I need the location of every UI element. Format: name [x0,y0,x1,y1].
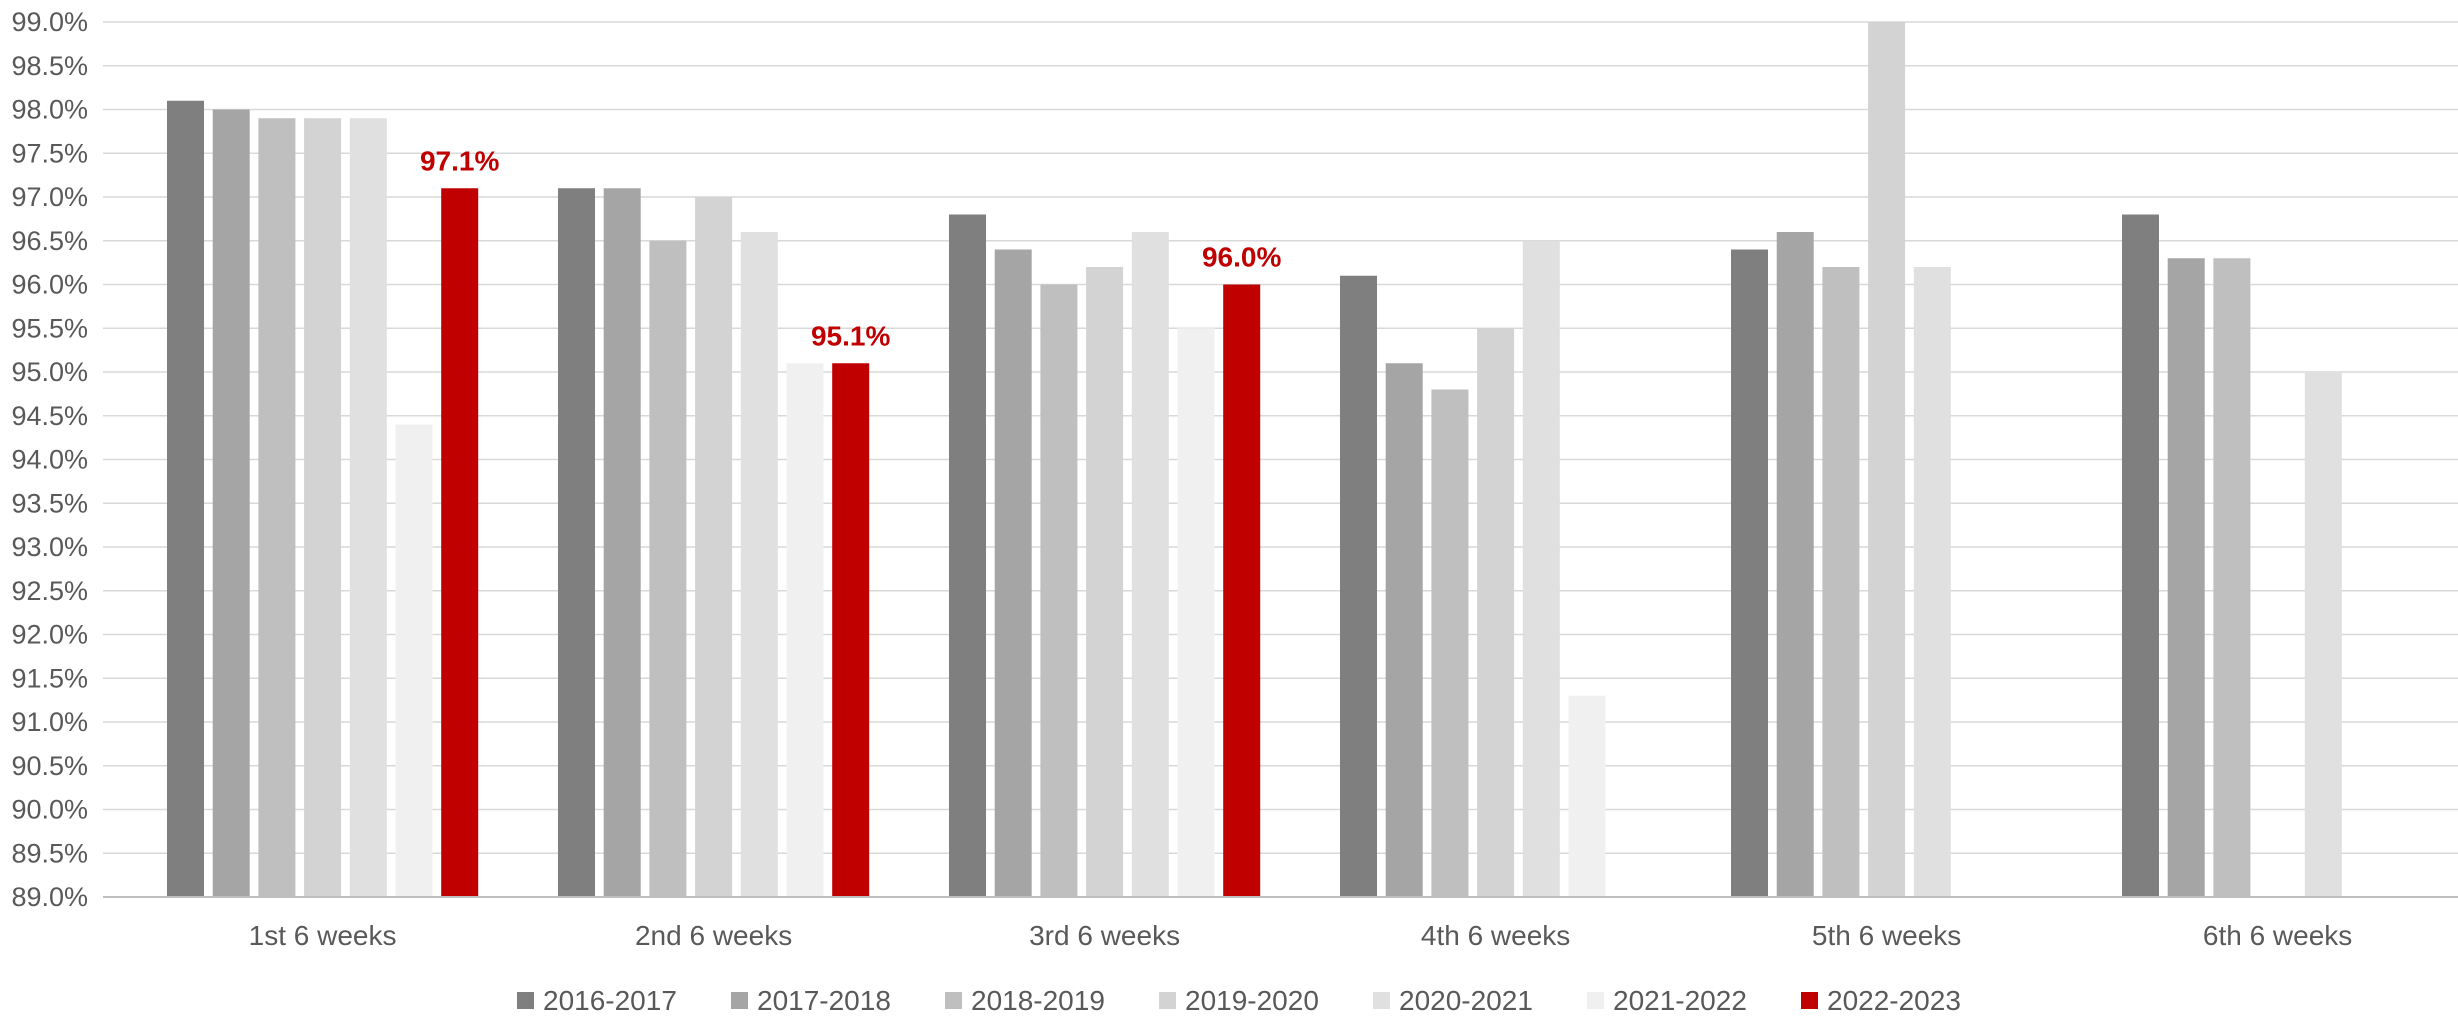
y-tick-label: 92.5% [11,576,88,606]
data-labels: 97.1% 95.1% 96.0% [420,145,1281,351]
x-tick-label: 4th 6 weeks [1421,920,1570,951]
y-tick-label: 91.0% [11,707,88,737]
bar [1477,328,1515,897]
data-label: 96.0% [1202,242,1281,273]
legend-swatch [731,992,748,1009]
y-tick-label: 93.5% [11,488,88,518]
bar [740,232,778,897]
y-tick-label: 91.5% [11,663,88,693]
y-tick-label: 99.0% [11,7,88,37]
y-tick-label: 96.0% [11,270,88,300]
legend-swatch [945,992,962,1009]
bar [832,363,870,897]
legend-swatch [1801,992,1818,1009]
legend-label: 2021-2022 [1613,985,1747,1016]
y-tick-label: 92.0% [11,620,88,650]
y-tick-label: 95.5% [11,313,88,343]
bar [349,118,387,897]
bar [1223,284,1261,897]
legend: 2016-2017 2017-2018 2018-2019 2019-2020 2020… [517,985,1961,1016]
x-tick-label: 6th 6 weeks [2203,920,2352,951]
bar [441,188,479,897]
bar [994,249,1032,897]
bar [212,109,250,897]
legend-label: 2017-2018 [757,985,891,1016]
y-tick-label: 90.0% [11,795,88,825]
bar [2213,258,2251,897]
bar [949,214,986,897]
legend-label: 2022-2023 [1827,985,1961,1016]
y-tick-label: 95.0% [11,357,88,387]
data-label: 95.1% [811,320,890,351]
bar [603,188,641,897]
bar [786,363,824,897]
bar [1385,363,1423,897]
bar [1868,22,1906,897]
bar [1040,284,1078,897]
legend-swatch [517,992,534,1009]
bar [1522,240,1560,897]
bar [649,240,687,897]
y-tick-label: 89.0% [11,882,88,912]
x-axis-category-labels: 1st 6 weeks 2nd 6 weeks 3rd 6 weeks 4th 6 w… [249,920,2353,951]
bar [1568,695,1606,897]
bar [558,188,595,897]
bar [2304,372,2342,897]
bar [695,197,733,897]
legend-swatch [1159,992,1176,1009]
bar [2122,214,2159,897]
y-tick-label: 98.5% [11,51,88,81]
bar [1131,232,1169,897]
bar [304,118,342,897]
x-tick-label: 5th 6 weeks [1812,920,1961,951]
bar [395,424,433,897]
bar [167,100,204,897]
gridlines [103,21,2458,854]
legend-label: 2020-2021 [1399,985,1533,1016]
y-tick-label: 90.5% [11,751,88,781]
legend-label: 2016-2017 [543,985,677,1016]
legend-label: 2019-2020 [1185,985,1319,1016]
bar [1913,267,1951,897]
bar [1086,267,1124,897]
bars [167,22,2342,897]
legend-swatch [1587,992,1604,1009]
y-tick-label: 97.5% [11,138,88,168]
bar [1177,328,1215,897]
y-tick-label: 94.5% [11,401,88,431]
y-tick-label: 93.0% [11,532,88,562]
bar [258,118,296,897]
bar [2167,258,2205,897]
y-tick-label: 96.5% [11,226,88,256]
x-tick-label: 1st 6 weeks [249,920,397,951]
x-tick-label: 3rd 6 weeks [1029,920,1180,951]
legend-label: 2018-2019 [971,985,1105,1016]
bar [1431,389,1469,897]
bar [1776,232,1814,897]
bar [1822,267,1860,897]
y-tick-label: 89.5% [11,838,88,868]
data-label: 97.1% [420,145,499,176]
y-tick-label: 94.0% [11,445,88,475]
y-axis-tick-labels: 89.0% 89.5% 90.0% 90.5% 91.0% 91.5% 92.0% 92.5%… [11,7,88,912]
x-tick-label: 2nd 6 weeks [635,920,792,951]
y-tick-label: 98.0% [11,95,88,125]
y-tick-label: 97.0% [11,182,88,212]
legend-swatch [1373,992,1390,1009]
bar [1731,249,1768,897]
bar [1340,275,1377,897]
